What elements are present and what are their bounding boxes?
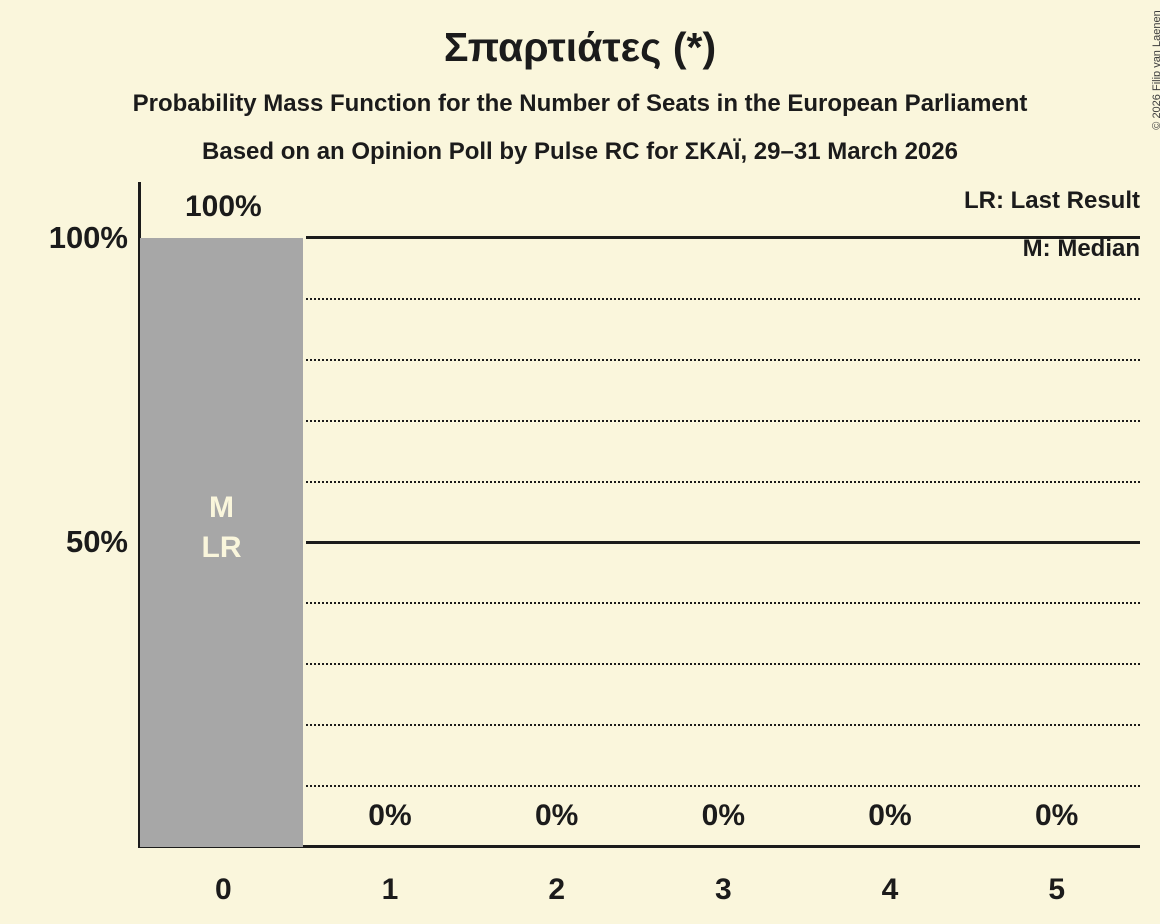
legend-last-result: LR: Last Result xyxy=(963,187,1140,214)
bar-annotation-seats-0: M LR xyxy=(201,491,242,564)
bar-seats-0 xyxy=(140,238,303,847)
x-axis-tick-3: 3 xyxy=(714,873,732,906)
gridline-dotted-20 xyxy=(306,724,1140,727)
gridline-solid-50 xyxy=(306,540,1140,544)
value-label-seats-3: 0% xyxy=(701,799,745,832)
copyright-notice: © 2026 Filip van Laenen xyxy=(1151,10,1160,129)
y-axis-tick-50: 50% xyxy=(65,524,128,559)
gridline-dotted-40 xyxy=(306,602,1140,605)
x-axis-tick-2: 2 xyxy=(548,873,565,906)
x-axis-tick-5: 5 xyxy=(1048,873,1065,906)
gridline-dotted-60 xyxy=(306,480,1140,483)
chart-title: Σπαρτιάτες (*) xyxy=(443,24,717,70)
gridline-dotted-90 xyxy=(306,297,1140,300)
gridline-dotted-30 xyxy=(306,663,1140,666)
gridline-dotted-10 xyxy=(306,785,1140,788)
x-axis-tick-4: 4 xyxy=(881,873,899,906)
value-label-seats-2: 0% xyxy=(534,799,579,832)
value-label-seats-0: 100% xyxy=(184,190,262,223)
gridline-dotted-70 xyxy=(306,419,1140,422)
y-axis-tick-100: 100% xyxy=(48,220,128,255)
value-label-seats-5: 0% xyxy=(1034,799,1079,832)
gridline-solid-100 xyxy=(306,236,1140,239)
chart-subtitle: Probability Mass Function for the Number… xyxy=(132,90,1028,117)
gridline-dotted-80 xyxy=(306,358,1140,361)
chart-source-line: Based on an Opinion Poll by Pulse RC for… xyxy=(202,138,958,165)
x-axis-line xyxy=(138,845,1140,848)
legend-median: M: Median xyxy=(1022,235,1140,262)
value-label-seats-1: 0% xyxy=(368,799,412,832)
y-axis-line xyxy=(138,182,141,848)
x-axis-tick-0: 0 xyxy=(214,873,232,906)
x-axis-tick-1: 1 xyxy=(381,873,399,906)
value-label-seats-4: 0% xyxy=(868,799,912,832)
